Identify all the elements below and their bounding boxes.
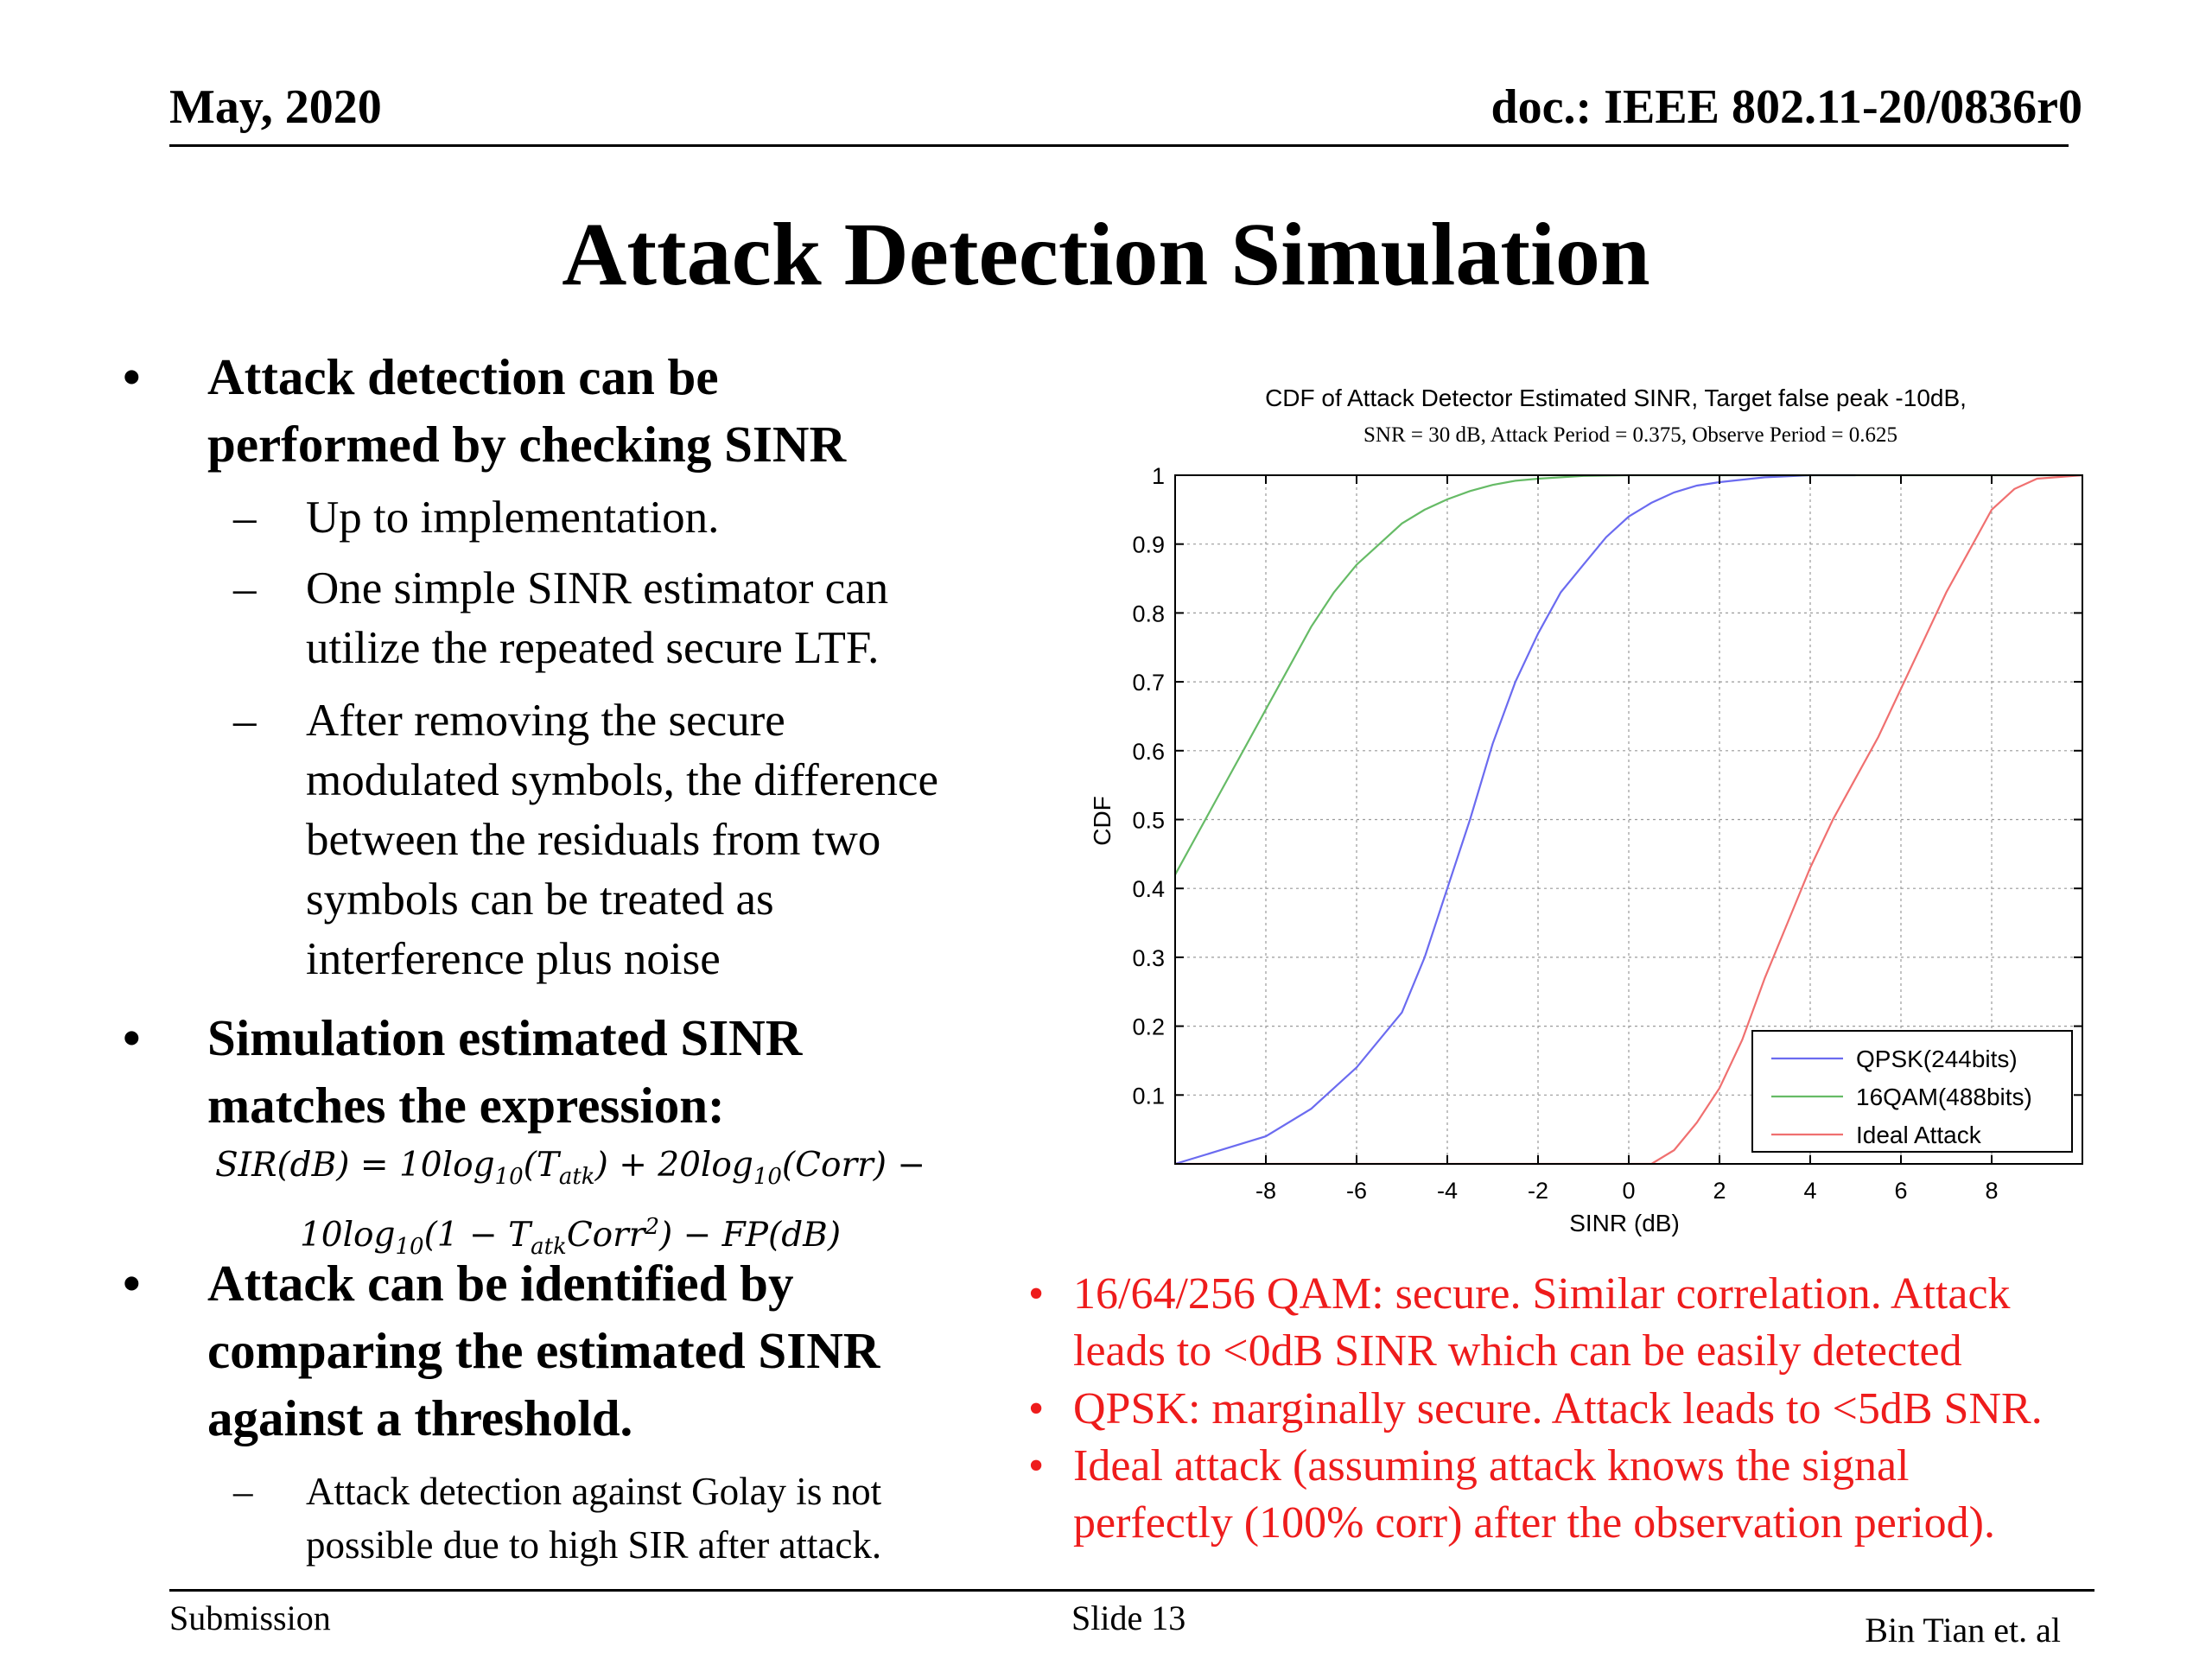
cdf-chart: CDF of Attack Detector Estimated SINR, T… <box>1089 385 2083 1236</box>
footer-author: Bin Tian et. al <box>1865 1611 2061 1649</box>
formula-line-2: 10log10(1 − TatkCorr2) − FP(dB) <box>299 1213 842 1260</box>
y-tick-label: 0.4 <box>1132 876 1165 902</box>
footer-submission: Submission <box>169 1599 331 1637</box>
note-text: leads to <0dB SINR which can be easily d… <box>1073 1326 1962 1376</box>
legend-label: QPSK(244bits) <box>1856 1046 2018 1072</box>
footer-rule <box>169 1589 2094 1592</box>
y-axis-label: CDF <box>1089 796 1116 846</box>
x-axis-label: SINR (dB) <box>1569 1210 1680 1236</box>
legend-box <box>1751 1030 2073 1153</box>
sub-bullet-text: After removing the secure <box>306 696 785 746</box>
bullet-marker: • <box>1028 1269 1045 1319</box>
chart-title: CDF of Attack Detector Estimated SINR, T… <box>1265 385 1967 411</box>
bullet-text: Simulation estimated SINR <box>207 1009 803 1066</box>
sub-bullet-text: utilize the repeated secure LTF. <box>306 623 880 673</box>
y-tick-label: 0.5 <box>1132 808 1165 834</box>
note-text: QPSK: marginally secure. Attack leads to… <box>1073 1384 2043 1433</box>
sub-bullet-text: between the residuals from two <box>306 815 881 865</box>
y-tick-label: 0.1 <box>1132 1083 1165 1109</box>
legend-label: 16QAM(488bits) <box>1856 1084 2032 1110</box>
sir-formula: SIR(dB) = 10log10(Tatk) + 20log10(Corr) … <box>173 1141 968 1272</box>
series-line-qpsk-244bits <box>1174 474 1856 1166</box>
x-tick-label: -8 <box>1255 1178 1276 1204</box>
x-tick-label: 4 <box>1803 1178 1816 1204</box>
bullet-text: comparing the estimated SINR <box>207 1322 880 1379</box>
formula-line-1: SIR(dB) = 10log10(Tatk) + 20log10(Corr) … <box>214 1146 926 1190</box>
note-text: perfectly (100% corr) after the observat… <box>1073 1498 1995 1548</box>
sub-bullet-text: symbols can be treated as <box>306 874 774 925</box>
dash-marker: – <box>233 696 257 746</box>
bullet-text: against a threshold. <box>207 1389 633 1446</box>
x-tick-label: 0 <box>1622 1178 1635 1204</box>
bullet-text: Attack detection can be <box>207 348 719 405</box>
header-rule <box>169 144 2069 147</box>
y-tick-label: 0.3 <box>1132 945 1165 971</box>
footer-slide-number: Slide 13 <box>1071 1599 1186 1637</box>
x-tick-label: 6 <box>1894 1178 1907 1204</box>
note-text: Ideal attack (assuming attack knows the … <box>1073 1441 1910 1491</box>
x-tick-label: 8 <box>1985 1178 1998 1204</box>
sub-bullet-text: Attack detection against Golay is not <box>306 1470 882 1513</box>
x-tick-label: -4 <box>1437 1178 1458 1204</box>
chart-subtitle: SNR = 30 dB, Attack Period = 0.375, Obse… <box>1363 423 1897 447</box>
sub-bullet-text: Up to implementation. <box>306 493 720 543</box>
x-tick-label: -2 <box>1528 1178 1548 1204</box>
bullet-marker: • <box>123 1009 141 1066</box>
y-tick-label: 0.9 <box>1132 532 1165 558</box>
y-tick-label: 0.6 <box>1132 739 1165 765</box>
header-date: May, 2020 <box>169 80 382 134</box>
bullet-marker: • <box>1028 1384 1045 1433</box>
bullet-marker: • <box>123 1255 141 1312</box>
slide-title: Attack Detection Simulation <box>562 205 1650 304</box>
chart-series-group <box>1174 474 2083 1166</box>
series-line-ideal-attack <box>1175 474 2083 1166</box>
bullet-text: performed by checking SINR <box>207 416 847 473</box>
bullet-text: Attack can be identified by <box>207 1255 794 1312</box>
sub-bullet-text: modulated symbols, the difference <box>306 755 938 805</box>
chart-ticks: -8 -6 -4 -2 0 2 4 6 8 0.1 0.2 0.3 0.4 0.5 0.6 0.7 0.8 0.9… <box>1132 463 2082 1204</box>
x-tick-label: -6 <box>1346 1178 1367 1204</box>
dash-marker: – <box>233 563 257 613</box>
sub-bullet-text: One simple SINR estimator can <box>306 563 889 613</box>
y-tick-label: 0.8 <box>1132 601 1165 626</box>
y-tick-label: 0.2 <box>1132 1014 1165 1040</box>
y-tick-label: 0.7 <box>1132 670 1165 696</box>
bullet-marker: • <box>123 348 141 405</box>
chart-legend: QPSK(244bits) 16QAM(488bits) Ideal Attack <box>1751 1030 2073 1153</box>
bullet-text: matches the expression: <box>207 1077 725 1134</box>
sub-bullet-text: interference plus noise <box>306 934 721 984</box>
y-tick-label: 1 <box>1152 463 1165 489</box>
dash-marker: – <box>233 493 257 543</box>
dash-marker: – <box>233 1470 253 1513</box>
series-line-16qam-488bits <box>1174 474 2082 875</box>
bullet-marker: • <box>1028 1441 1045 1491</box>
x-tick-label: 2 <box>1713 1178 1726 1204</box>
sub-bullet-text: possible due to high SIR after attack. <box>306 1523 882 1567</box>
header-doc-id: doc.: IEEE 802.11-20/0836r0 <box>1491 80 2082 134</box>
note-text: 16/64/256 QAM: secure. Similar correlati… <box>1073 1269 2011 1319</box>
legend-label: Ideal Attack <box>1856 1122 1982 1148</box>
